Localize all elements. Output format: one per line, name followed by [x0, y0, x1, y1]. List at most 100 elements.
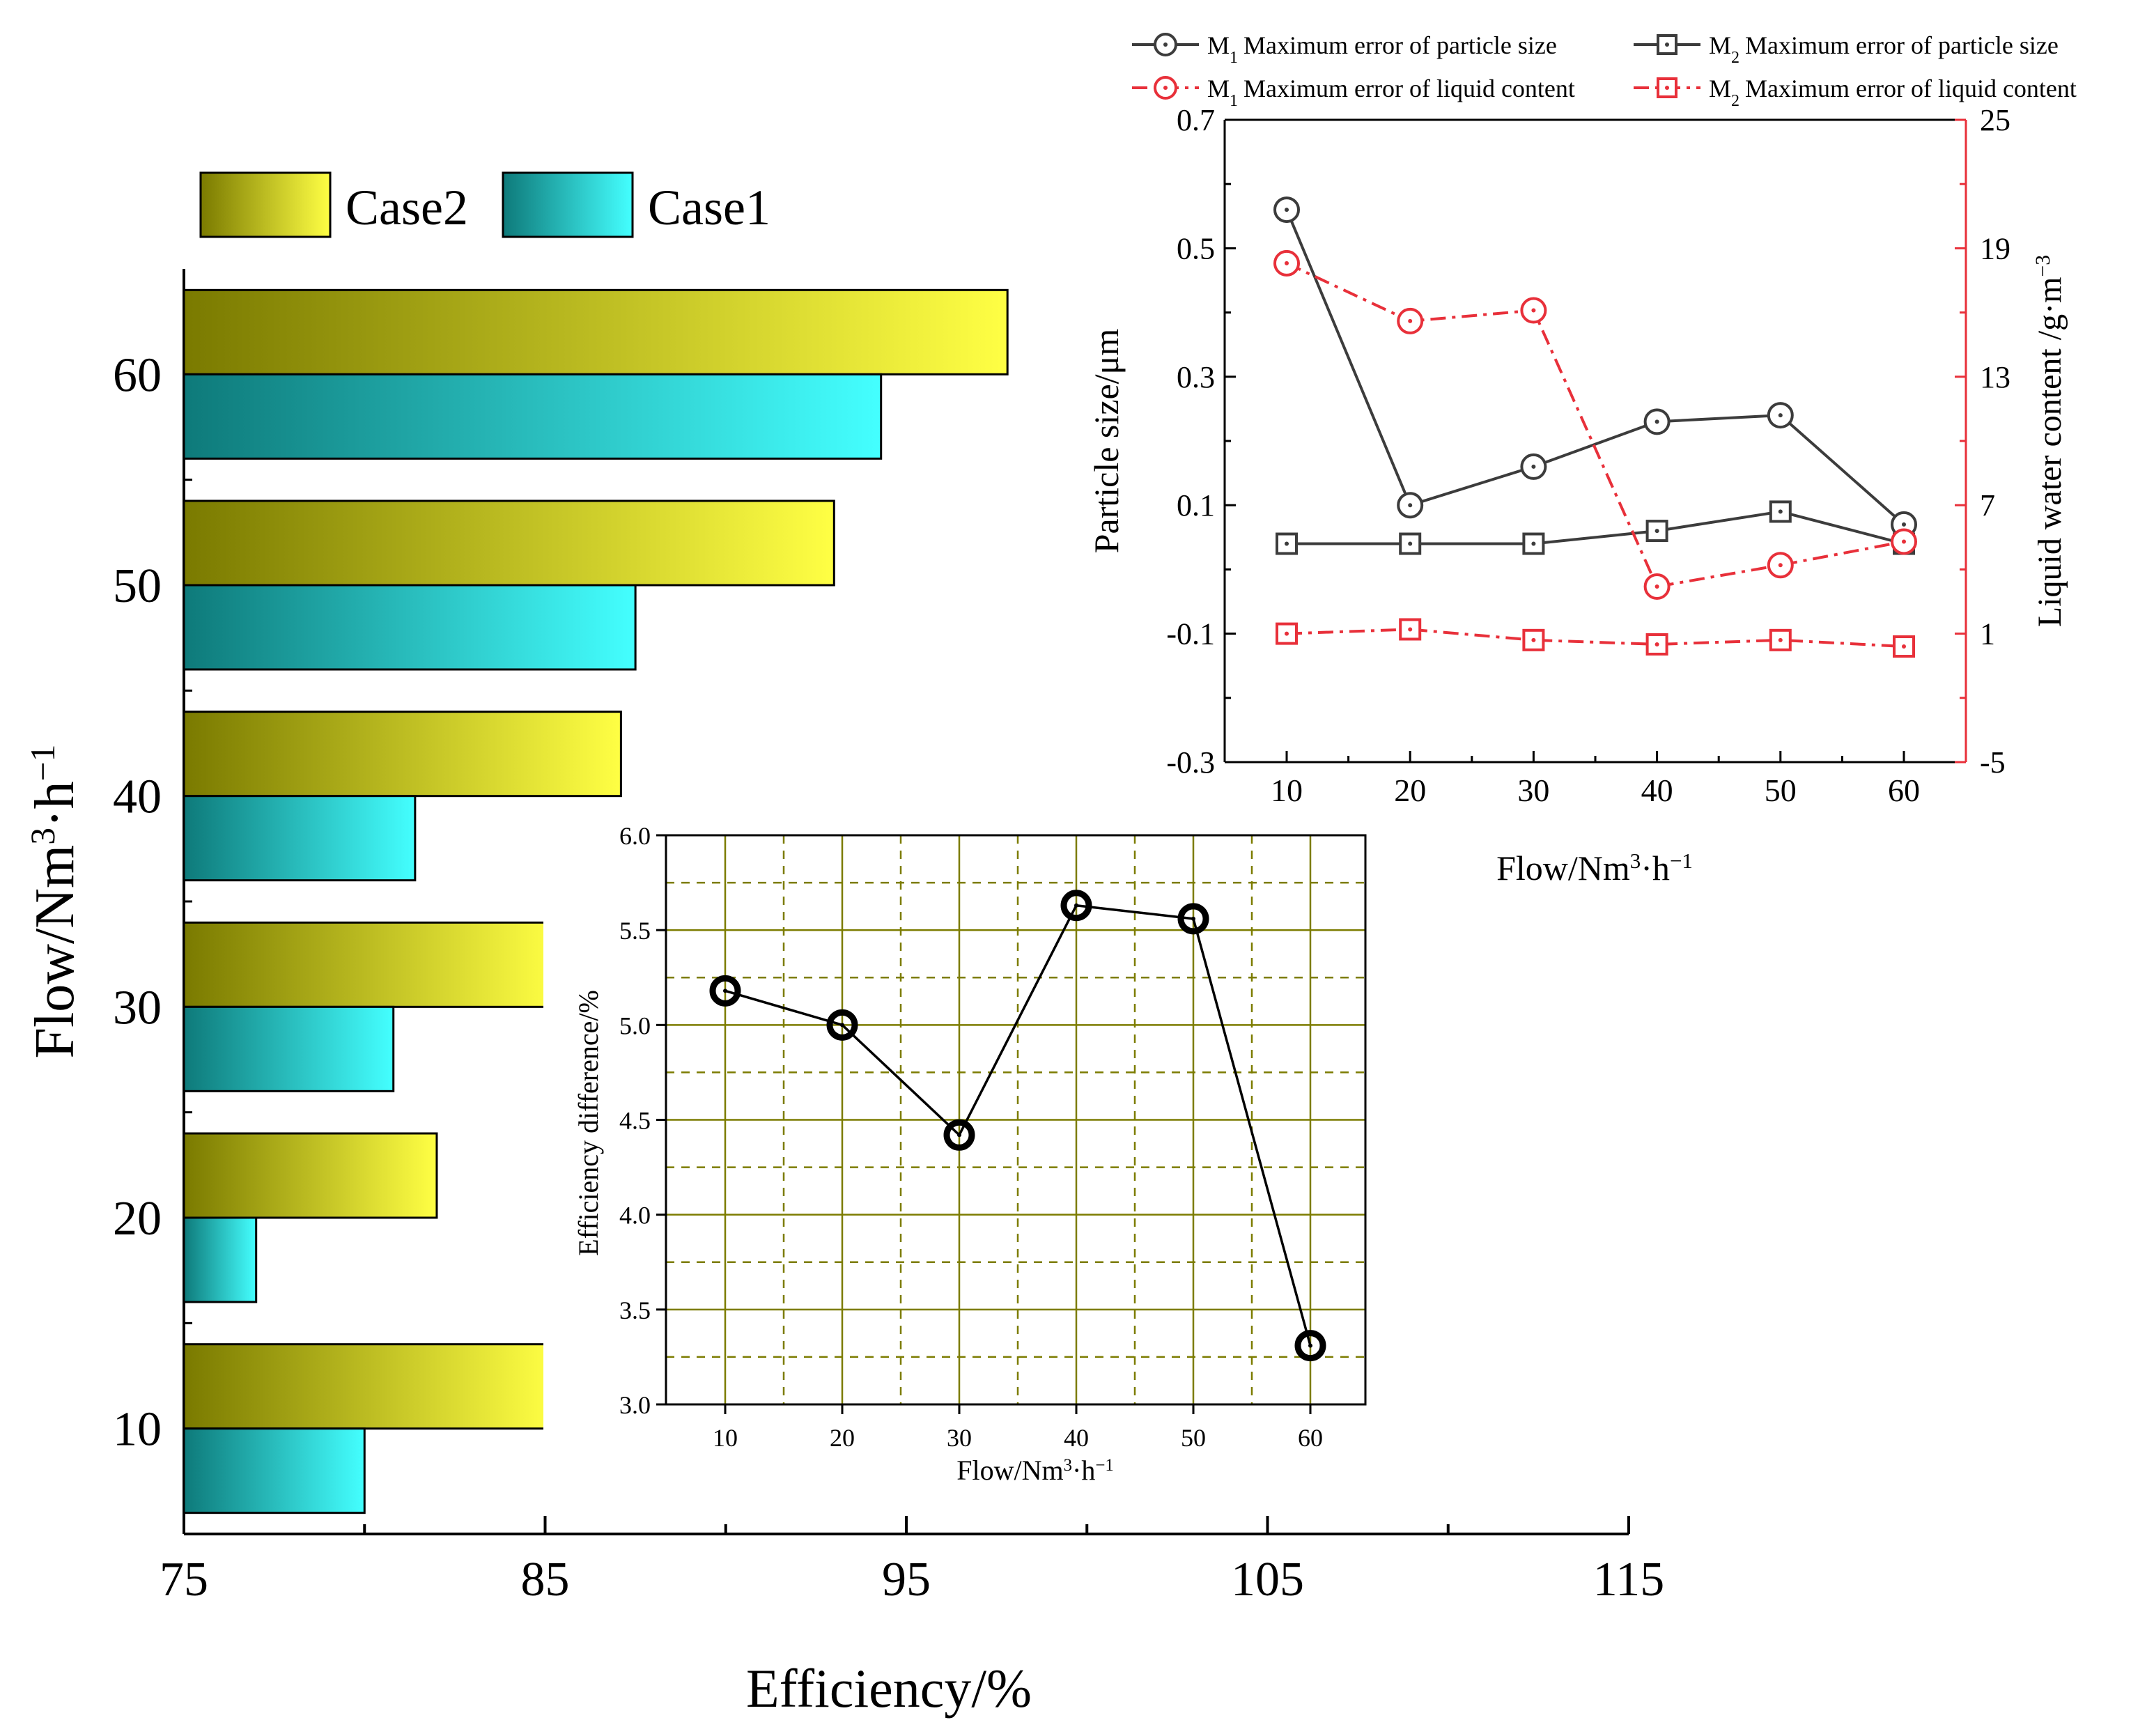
inset-top-legend-1: M2 Maximum error of particle size: [1634, 31, 2059, 67]
inset-center-x-tick-label: 60: [1298, 1424, 1323, 1452]
inset-top-point-1-40-dot: [1655, 529, 1659, 534]
inset-top-series-2: [1273, 249, 1917, 600]
inset-center-y-tick-label: 5.0: [619, 1012, 651, 1039]
bar-case2-50: [183, 499, 835, 587]
legend-swatch-case1: [502, 171, 634, 238]
legend-marker: [1657, 77, 1677, 98]
inset-top-point-2-30-dot: [1531, 308, 1536, 313]
inset-top-y-tick-label: 0.3: [1177, 360, 1215, 394]
inset-top-point-2-20-dot: [1408, 318, 1413, 323]
inset-top-point-0-40-dot: [1655, 419, 1659, 424]
inset-center-y-tick-label: 4.5: [619, 1107, 651, 1135]
inset-top-point-1-10-dot: [1285, 541, 1289, 546]
legend-marker-dot: [1665, 86, 1669, 90]
bar-x-tick-label: 105: [1231, 1553, 1304, 1606]
bar-case1-60: [183, 373, 883, 460]
bar-x-tick-label: 115: [1593, 1553, 1664, 1606]
inset-top-point-0-50-dot: [1778, 413, 1783, 418]
inset-top-line-1: [1287, 510, 1905, 545]
inset-top-series-3: [1276, 618, 1915, 658]
inset-top-point-2-10-dot: [1285, 261, 1289, 265]
bar-y-tick-label: 50: [113, 559, 162, 613]
inset-center-x-tick-label: 30: [947, 1424, 972, 1452]
inset-top-y2-tick-label: 7: [1980, 488, 1995, 522]
bar-case1-20: [183, 1216, 258, 1303]
inset-center-x-tick-label: 50: [1181, 1424, 1206, 1452]
bar-case1-50: [183, 584, 637, 671]
inset-top-y2-tick-label: 1: [1980, 617, 1995, 651]
inset-top-background: [1136, 111, 1985, 892]
inset-top-point-1-50-dot: [1778, 509, 1783, 514]
inset-center-line: [724, 904, 1312, 1347]
legend-marker-dot: [1163, 42, 1168, 47]
bar-case2-10: [183, 1343, 554, 1430]
inset-center-y-axis-title: Efficiency difference/%: [573, 990, 604, 1256]
inset-top-line-2: [1286, 262, 1905, 589]
inset-top-legend-2: M1 Maximum error of liquid content: [1132, 75, 1575, 110]
inset-center-point-dot-60: [1308, 1343, 1312, 1348]
inset-center-x-tick-label: 20: [830, 1424, 855, 1452]
bar-x-tick-label: 95: [882, 1553, 931, 1606]
inset-top-legend-3: M2 Maximum error of liquid content: [1634, 75, 2077, 110]
bar-case1-40: [183, 795, 417, 882]
inset-center-y-tick-label: 4.0: [619, 1202, 651, 1230]
bar-case2-60: [183, 288, 1009, 375]
inset-center-point-dot-40: [1074, 903, 1078, 908]
inset-top-y-tick-label: -0.1: [1166, 617, 1215, 651]
inset-center-y-tick-label: 6.0: [619, 822, 651, 850]
bar-case2-20: [183, 1132, 438, 1219]
inset-top-x-tick-label: 40: [1641, 773, 1673, 808]
inset-top-y2-tick-label: 19: [1980, 231, 2010, 265]
bar-x-tick-label: 75: [160, 1553, 208, 1606]
bar-case1-30: [183, 1005, 395, 1092]
inset-top-y-tick-label: 0.1: [1177, 488, 1215, 522]
legend-label-case1: Case1: [648, 180, 770, 235]
inset-top-y-axis-title: Particle size/μm: [1087, 329, 1126, 554]
inset-top-point-3-60-dot: [1902, 644, 1906, 649]
bar-y-tick-label: 10: [113, 1403, 162, 1457]
inset-center-point-dot-20: [840, 1023, 844, 1028]
inset-top-point-2-40-dot: [1655, 584, 1659, 589]
inset-center-point-dot-10: [723, 989, 727, 993]
inset-center-point-20: [826, 1009, 858, 1041]
inset-top-point-0-30-dot: [1531, 464, 1536, 469]
inset-center-point-dot-30: [957, 1133, 961, 1138]
inset-center-x-tick-label: 10: [713, 1424, 738, 1452]
inset-top-y2-axis-title: Liquid water content /g·m−3: [2031, 255, 2069, 627]
bar-case1-10: [183, 1427, 366, 1514]
inset-center-point-40: [1060, 890, 1092, 922]
legend-label-case2: Case2: [346, 180, 468, 235]
inset-top-x-tick-label: 20: [1394, 773, 1426, 808]
bar-y-tick-label: 40: [113, 770, 162, 824]
bar-y-tick-label: 30: [113, 981, 162, 1034]
inset-top-point-1-20-dot: [1408, 541, 1413, 546]
bar-case2-40: [183, 711, 622, 798]
legend-label: M1 Maximum error of particle size: [1207, 31, 1557, 67]
bar-x-axis-title: Efficiency/%: [746, 1658, 1032, 1719]
inset-center-y-tick-label: 3.5: [619, 1296, 651, 1324]
inset-top-line-0: [1285, 209, 1905, 526]
inset-top-point-3-20-dot: [1408, 627, 1413, 632]
inset-top-point-1-50: [1769, 500, 1792, 523]
inset-top-x-tick-label: 60: [1888, 773, 1920, 808]
inset-center-y-tick-label: 3.0: [619, 1391, 651, 1419]
bar-y-axis-title: Flow/Nm3·h−1: [24, 745, 86, 1059]
inset-top-y2-tick-label: 25: [1980, 103, 2010, 137]
inset-top-x-tick-label: 30: [1517, 773, 1549, 808]
inset-center-point-50: [1177, 903, 1209, 935]
inset-center-y-tick-label: 5.5: [619, 917, 651, 945]
inset-top-legend-0: M1 Maximum error of particle size: [1132, 31, 1557, 67]
inset-top-point-0-60-dot: [1902, 522, 1906, 527]
inset-top-line-3: [1286, 628, 1905, 649]
inset-top-y-tick-label: 0.5: [1177, 231, 1215, 265]
inset-center-background: [543, 812, 1379, 1494]
legend-label: M2 Maximum error of liquid content: [1709, 75, 2077, 110]
inset-top-point-2-60-dot: [1902, 539, 1906, 544]
inset-top-y2-tick-label: 13: [1980, 360, 2010, 394]
inset-top-x-axis-title: Flow/Nm3·h−1: [1496, 848, 1693, 888]
inset-center-x-tick-label: 40: [1064, 1424, 1089, 1452]
bar-y-tick-label: 60: [113, 348, 162, 402]
legend-swatch-case2: [199, 171, 332, 238]
inset-top-y-tick-label: -0.3: [1166, 745, 1215, 780]
